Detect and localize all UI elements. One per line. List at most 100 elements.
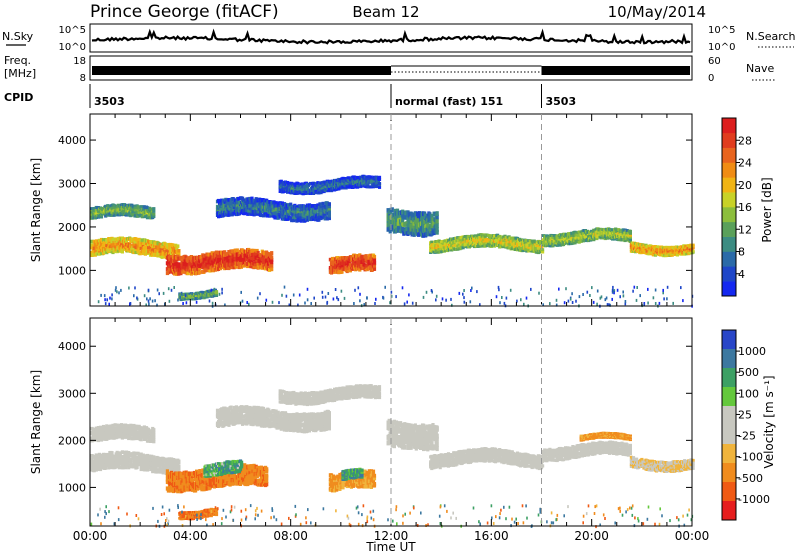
velocity-echo-cell (93, 438, 97, 442)
power-echo-cell (375, 181, 379, 185)
power-echo-cell (607, 230, 612, 234)
power-echo-cell (248, 208, 252, 213)
power-echo-band (165, 247, 274, 276)
power-echo-cell (143, 245, 147, 249)
velocity-echo-cell (116, 452, 120, 456)
power-echo-cell (401, 217, 405, 223)
power-speckle-cell (167, 287, 170, 291)
power-echo-cell (99, 215, 104, 219)
power-echo-cell (273, 211, 277, 216)
power-echo-cell (655, 251, 660, 254)
power-echo-cell (91, 248, 95, 253)
power-echo-cell (104, 247, 108, 251)
power-echo-cell (247, 201, 251, 206)
velocity-echo-cell (145, 453, 150, 458)
power-speckle-cell (605, 296, 608, 300)
velocity-echo-cell (131, 431, 135, 436)
power-echo-cell (358, 253, 362, 257)
power-echo-cell (259, 213, 263, 218)
power-speckle-cell (151, 299, 154, 303)
power-echo-cell (260, 265, 264, 270)
power-speckle-cell (170, 288, 173, 292)
power-echo-cell (296, 207, 300, 211)
power-speckle-cell (451, 303, 453, 307)
power-echo-cell (553, 234, 557, 237)
power-echo-cell (243, 205, 247, 210)
power-colorbar-label: Power [dB] (760, 177, 774, 242)
power-echo-cell (344, 186, 348, 190)
power-echo-cell (92, 207, 96, 210)
velocity-echo-cell (134, 451, 138, 456)
power-echo-cell (131, 210, 135, 214)
power-echo-cell (357, 260, 361, 264)
power-echo-cell (149, 209, 153, 212)
power-echo-cell (246, 264, 250, 269)
power-echo-cell (628, 229, 632, 233)
power-echo-cell (421, 220, 425, 226)
power-echo-cell (448, 244, 452, 248)
velocity-echo-cell (129, 458, 133, 462)
velocity-echo-cell (145, 467, 150, 472)
power-echo-cell (245, 205, 249, 210)
power-echo-cell (270, 257, 274, 262)
velocity-echo-cell (141, 428, 145, 432)
power-speckle-cell (326, 301, 328, 305)
power-echo-cell (628, 240, 632, 243)
velocity-echo-cell (132, 458, 136, 462)
power-echo-cell (477, 233, 481, 237)
power-speckle-cell (622, 294, 625, 298)
power-speckle-cell (619, 295, 621, 299)
power-echo-cell (179, 271, 183, 276)
power-speckle-cell (408, 293, 410, 297)
power-echo-cell (397, 220, 401, 226)
power-echo-cell (621, 228, 625, 232)
velocity-echo-cell (120, 450, 124, 454)
power-speckle-cell (555, 298, 558, 302)
nave-right-tick-bottom: 0 (708, 73, 714, 84)
power-echo-cell (270, 255, 274, 260)
velocity-echo-cell (147, 427, 151, 432)
power-speckle-cell (114, 288, 117, 292)
power-speckle-cell (563, 301, 566, 305)
power-speckle-cell (374, 302, 376, 305)
velocity-echo-cell (104, 466, 108, 470)
power-echo-cell (613, 231, 617, 234)
velocity-echo-cell (109, 424, 113, 428)
power-echo-cell (220, 207, 224, 212)
power-echo-cell (211, 268, 215, 273)
power-speckle-cell (652, 296, 655, 300)
power-echo-cell (169, 264, 174, 269)
power-echo-cell (359, 175, 363, 179)
freq-panel: Freq. [MHz] 18 8 60 0 Nave (4, 54, 776, 84)
power-echo-cell (259, 201, 263, 206)
power-echo-cell (277, 212, 281, 217)
power-echo-cell (152, 215, 156, 218)
power-echo-cell (249, 204, 253, 208)
beam-title: Beam 12 (352, 3, 419, 21)
power-echo-cell (195, 271, 199, 276)
power-speckle-cell (136, 296, 138, 300)
power-speckle-cell (180, 291, 183, 295)
power-echo-cell (186, 271, 190, 276)
power-echo-cell (141, 243, 145, 247)
power-echo-cell (119, 243, 123, 247)
power-echo-cell (91, 244, 95, 248)
power-echo-cell (691, 246, 695, 250)
power-speckle-cell (343, 296, 346, 300)
power-echo-cell (172, 261, 176, 266)
power-speckle-cell (382, 296, 385, 300)
power-speckle-cell (241, 299, 244, 303)
power-speckle-cell (179, 295, 181, 299)
power-echo-cell (372, 264, 377, 268)
power-echo-cell (558, 243, 562, 247)
power-ylabel: Slant Range [km] (29, 158, 43, 262)
power-speckle-cell (435, 294, 438, 298)
velocity-echo-cell (106, 427, 110, 431)
power-echo-cell (90, 239, 94, 244)
power-echo-cell (232, 265, 236, 270)
power-echo-cell (91, 253, 95, 257)
power-echo-cell (457, 236, 461, 240)
power-echo-cell (342, 177, 346, 181)
power-echo-cell (154, 253, 158, 257)
velocity-echo-cell (145, 433, 150, 437)
